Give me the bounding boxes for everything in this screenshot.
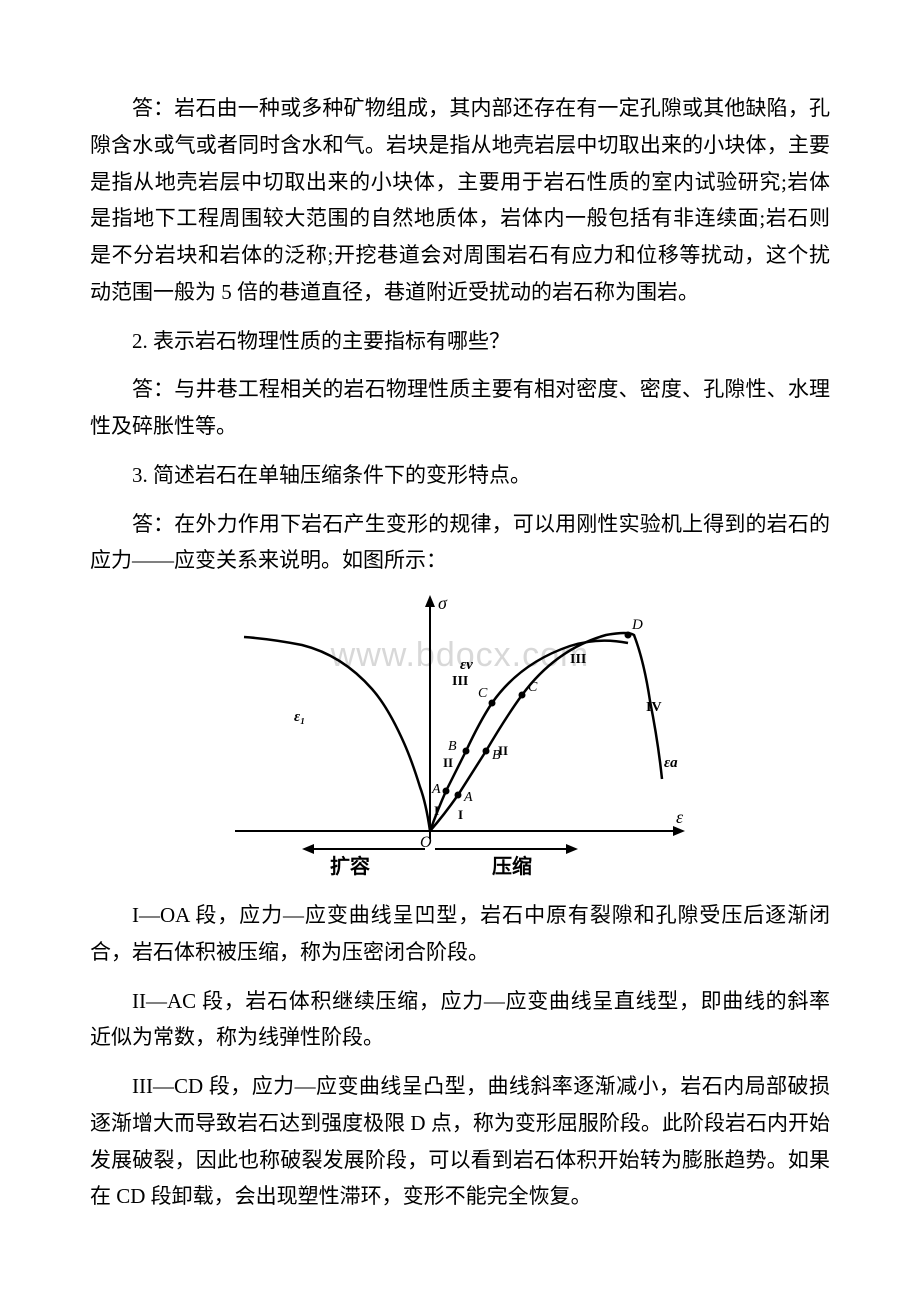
- label-III1: III: [452, 674, 468, 689]
- segment-II-paragraph: II—AC 段，岩石体积继续压缩，应力—应变曲线呈直线型，即曲线的斜率近似为常数…: [90, 983, 830, 1057]
- expand-label: 扩容: [330, 854, 370, 878]
- segment-I-paragraph: I—OA 段，应力—应变曲线呈凹型，岩石中原有裂隙和孔隙受压后逐渐闭合，岩石体积…: [90, 897, 830, 971]
- label-A1: A: [431, 782, 441, 797]
- question-2: 2. 表示岩石物理性质的主要指标有哪些？: [90, 323, 830, 360]
- compress-label: 压缩: [492, 854, 532, 878]
- origin-label: O: [420, 834, 432, 851]
- label-II1: II: [443, 755, 453, 770]
- dilation-arrow-head: [302, 844, 314, 854]
- label-C2: C: [528, 680, 538, 695]
- label-B1: B: [448, 739, 457, 754]
- figure-container: www.bdocx.com: [90, 591, 830, 881]
- sigma-label: σ: [438, 593, 448, 613]
- segment-III-paragraph: III—CD 段，应力—应变曲线呈凸型，曲线斜率逐渐减小，岩石内局部破损逐渐增大…: [90, 1068, 830, 1215]
- epsilon-v-label: εv: [460, 657, 473, 673]
- epsilon-label: ε: [676, 807, 684, 827]
- answer-paragraph-3: 答：在外力作用下岩石产生变形的规律，可以用刚性实验机上得到的岩石的应力——应变关…: [90, 506, 830, 580]
- point-C-inner: [489, 700, 496, 707]
- label-III2: III: [570, 652, 586, 667]
- epsilon-a-label: εa: [664, 755, 678, 771]
- label-C1: C: [478, 686, 488, 701]
- y-axis-arrow: [425, 595, 435, 607]
- stress-strain-svg: σ ε O εv εa ε₁ A B C A B C D I II III: [230, 591, 690, 881]
- label-D: D: [631, 617, 643, 633]
- epsilon-1-label: ε₁: [294, 709, 305, 725]
- label-IV: IV: [646, 700, 662, 715]
- label-I1: I: [434, 803, 439, 818]
- point-B-outer: [483, 748, 490, 755]
- label-I2: I: [458, 807, 463, 822]
- point-A-outer: [455, 792, 462, 799]
- question-3: 3. 简述岩石在单轴压缩条件下的变形特点。: [90, 457, 830, 494]
- curve-left: [244, 637, 430, 831]
- point-A-inner: [443, 788, 450, 795]
- answer-paragraph-2: 答：与井巷工程相关的岩石物理性质主要有相对密度、密度、孔隙性、水理性及碎胀性等。: [90, 371, 830, 445]
- answer-paragraph-1: 答：岩石由一种或多种矿物组成，其内部还存在有一定孔隙或其他缺陷，孔隙含水或气或者…: [90, 90, 830, 311]
- point-D: [625, 632, 632, 639]
- label-A2: A: [463, 790, 473, 805]
- stress-strain-figure: www.bdocx.com: [230, 591, 690, 881]
- compression-arrow-head: [566, 844, 578, 854]
- x-axis-arrow: [673, 826, 685, 836]
- point-C-outer: [519, 692, 526, 699]
- point-B-inner: [463, 748, 470, 755]
- label-II2: II: [498, 743, 508, 758]
